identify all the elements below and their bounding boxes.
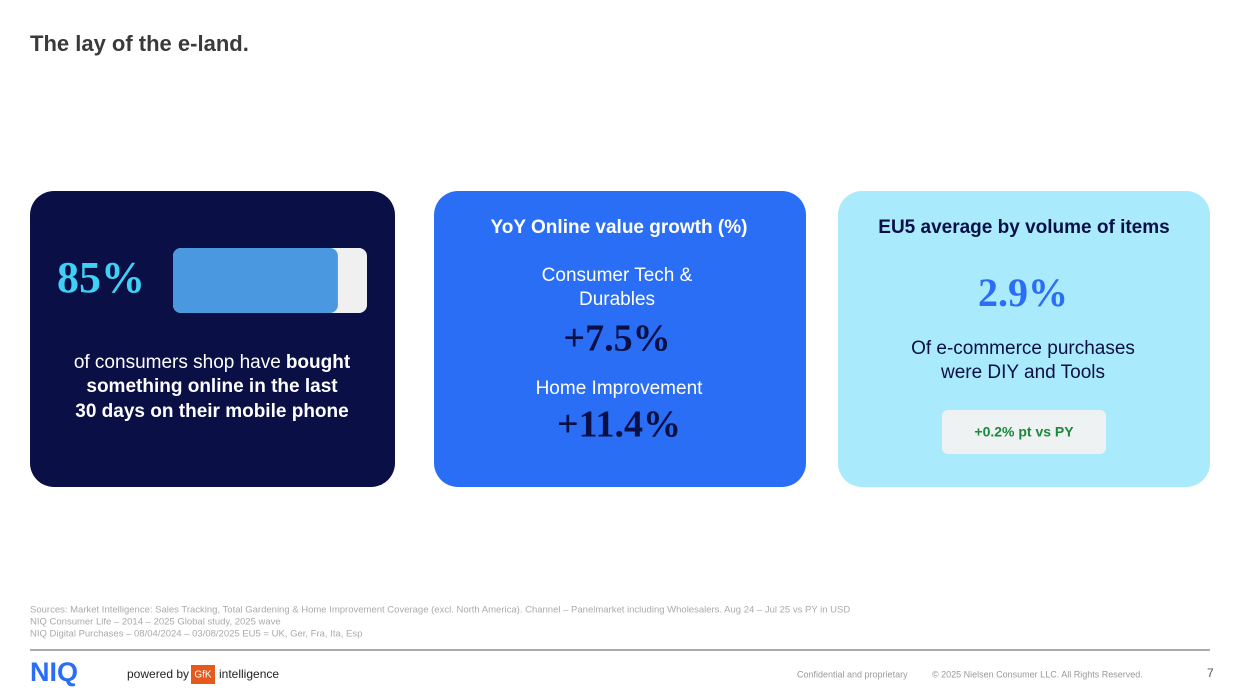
gfk-box — [191, 665, 215, 684]
body-bold: 30 days on their mobile phone — [75, 401, 348, 422]
source: NIQ Consumer Life – 2014 – 2025 Global s… — [30, 617, 281, 628]
gfk: GfK — [194, 670, 212, 681]
body-normal: of consumers shop have — [74, 352, 281, 373]
item-label: Durables — [579, 289, 655, 310]
stat-label: 85% — [57, 253, 145, 302]
card-body: of consumers shop have bought — [74, 352, 351, 373]
body-bold: something online in the last — [86, 376, 338, 397]
card-text: Of e-commerce purchases — [911, 338, 1135, 359]
source: NIQ Digital Purchases – 08/04/2024 – 03/… — [30, 629, 362, 640]
card-text: were DIY and Tools — [940, 362, 1105, 383]
item-label: Home Improvement — [536, 378, 704, 399]
page-number: 7 — [1207, 666, 1214, 680]
card-title: EU5 average by volume of items — [878, 217, 1169, 238]
item-label: Consumer Tech & — [542, 265, 693, 286]
badge-text: +0.2% pt vs PY — [974, 424, 1074, 440]
item-value: +7.5% — [563, 318, 670, 360]
intelligence: intelligence — [219, 667, 279, 681]
card — [30, 191, 395, 487]
copyright: © 2025 Nielsen Consumer LLC. All Rights … — [932, 669, 1143, 679]
badge — [942, 410, 1106, 454]
body-bold: bought — [286, 352, 351, 373]
item-value: +11.4% — [557, 404, 681, 446]
card — [838, 191, 1210, 487]
source: Sources: Market Intelligence: Sales Trac… — [30, 605, 850, 616]
title: The lay of the e-land. — [30, 31, 249, 56]
powered-by: powered by — [127, 667, 189, 681]
card-title: YoY Online value growth (%) — [491, 217, 748, 238]
card — [434, 191, 806, 487]
card-value: 2.9% — [978, 270, 1068, 315]
logo: NIQ — [30, 657, 78, 687]
progress-fill — [173, 248, 338, 313]
confidential: Confidential and proprietary — [797, 669, 908, 679]
